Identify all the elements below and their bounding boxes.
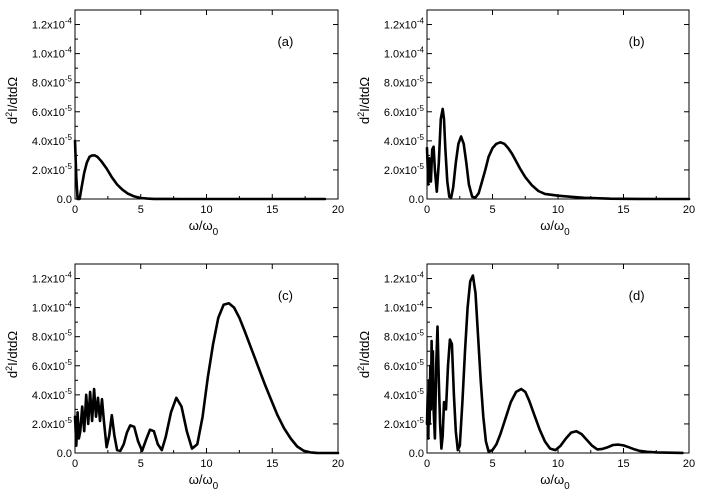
- x-axis-label: ω/ω0: [540, 218, 570, 238]
- y-tick-label: 1.2x10-4: [384, 271, 425, 286]
- x-axis-label: ω/ω0: [540, 472, 570, 492]
- y-tick-label: 4.0x10-5: [32, 133, 73, 148]
- y-tick-label: 6.0x10-5: [384, 358, 425, 373]
- y-tick-label: 1.0x10-4: [384, 46, 425, 61]
- y-tick-label: 2.0x10-5: [32, 416, 73, 431]
- x-tick-label: 0: [424, 458, 430, 470]
- plot-frame: [74, 263, 339, 454]
- x-tick-label: 10: [552, 204, 564, 216]
- y-tick-label: 0.0: [409, 448, 424, 460]
- y-tick-label: 1.2x10-4: [32, 271, 73, 286]
- y-tick-label: 1.2x10-4: [384, 17, 425, 32]
- y-tick-label: 1.0x10-4: [384, 300, 425, 315]
- x-tick-label: 0: [424, 204, 430, 216]
- y-tick-label: 4.0x10-5: [384, 133, 425, 148]
- x-tick-label: 5: [489, 458, 495, 470]
- plot-frame: [74, 9, 339, 200]
- y-tick-label: 4.0x10-5: [384, 387, 425, 402]
- x-tick-label: 0: [72, 204, 78, 216]
- chart-panel-a: 0 5 10 15 20 0.0 2.0x10-5 4.0x10-5 6.0x10-5 8.0x1…: [4, 9, 344, 238]
- y-axis-label: d2I/dtdΩ: [356, 331, 372, 379]
- y-tick-label: 2.0x10-5: [384, 162, 425, 177]
- x-tick-label: 5: [138, 204, 144, 216]
- y-tick-label: 2.0x10-5: [32, 162, 73, 177]
- y-tick-label: 1.2x10-4: [32, 17, 73, 32]
- x-tick-label: 5: [489, 204, 495, 216]
- spectrum-line: [73, 139, 327, 201]
- spectrum-line: [425, 274, 684, 455]
- chart-panel-b: 0 5 10 15 20 0.0 2.0x10-5 4.0x10-5 6.0x10-5 8.0x1…: [356, 9, 695, 238]
- panel-label: (d): [629, 288, 645, 303]
- y-tick-label: 8.0x10-5: [384, 329, 425, 344]
- x-tick-label: 10: [200, 204, 212, 216]
- y-axis-label: d2I/dtdΩ: [4, 331, 20, 379]
- x-tick-label: 20: [683, 458, 695, 470]
- y-tick-label: 2.0x10-5: [384, 416, 425, 431]
- y-tick-label: 6.0x10-5: [32, 358, 73, 373]
- plot-frame: [426, 263, 690, 454]
- y-tick-label: 4.0x10-5: [32, 387, 73, 402]
- y-tick-label: 0.0: [409, 194, 424, 206]
- spectrum-line: [425, 107, 691, 201]
- y-tick-label: 0.0: [57, 194, 72, 206]
- x-tick-label: 15: [617, 204, 629, 216]
- spectrum-line: [73, 301, 340, 455]
- x-tick-label: 20: [683, 204, 695, 216]
- y-tick-label: 6.0x10-5: [384, 104, 425, 119]
- x-tick-label: 5: [138, 458, 144, 470]
- x-tick-label: 15: [266, 204, 278, 216]
- y-tick-label: 1.0x10-4: [32, 46, 73, 61]
- panel-label: (a): [277, 34, 293, 49]
- y-axis-label: d2I/dtdΩ: [356, 77, 372, 125]
- panel-label: (c): [278, 288, 293, 303]
- x-tick-label: 15: [617, 458, 629, 470]
- x-axis-label: ω/ω0: [189, 218, 219, 238]
- x-tick-label: 20: [332, 458, 344, 470]
- chart-panel-c: 0 5 10 15 20 0.0 2.0x10-5 4.0x10-5 6.0x10-5 8.0x1…: [4, 263, 344, 492]
- x-tick-label: 10: [552, 458, 564, 470]
- y-tick-label: 8.0x10-5: [32, 75, 73, 90]
- x-tick-label: 15: [266, 458, 278, 470]
- x-tick-label: 20: [332, 204, 344, 216]
- panel-label: (b): [629, 34, 645, 49]
- y-axis-label: d2I/dtdΩ: [4, 77, 20, 125]
- y-tick-label: 0.0: [57, 448, 72, 460]
- chart-panel-d: 0 5 10 15 20 0.0 2.0x10-5 4.0x10-5 6.0x10-5 8.0x1…: [356, 263, 695, 492]
- y-tick-label: 1.0x10-4: [32, 300, 73, 315]
- y-tick-label: 8.0x10-5: [384, 75, 425, 90]
- y-tick-label: 8.0x10-5: [32, 329, 73, 344]
- x-axis-label: ω/ω0: [189, 472, 219, 492]
- x-tick-label: 0: [72, 458, 78, 470]
- x-tick-label: 10: [200, 458, 212, 470]
- y-tick-label: 6.0x10-5: [32, 104, 73, 119]
